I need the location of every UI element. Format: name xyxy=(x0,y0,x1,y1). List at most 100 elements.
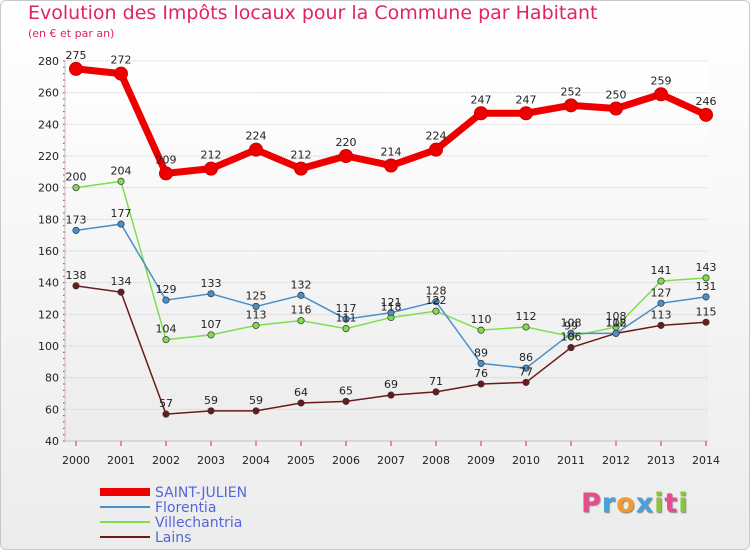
data-point xyxy=(567,329,575,337)
data-label: 133 xyxy=(201,277,222,290)
data-label: 59 xyxy=(204,394,218,407)
data-label: 108 xyxy=(606,316,627,329)
data-label: 272 xyxy=(111,54,132,67)
x-tick-label: 2002 xyxy=(152,454,180,467)
chart-subtitle: (en € et par an) xyxy=(28,27,115,40)
data-label: 259 xyxy=(651,74,672,87)
data-point xyxy=(117,288,125,296)
data-label: 117 xyxy=(336,302,357,315)
data-point xyxy=(522,378,530,386)
data-label: 252 xyxy=(561,85,582,98)
data-point xyxy=(432,298,440,306)
data-point xyxy=(612,329,620,337)
logo-letter: i xyxy=(654,488,665,519)
x-tick-label: 2003 xyxy=(197,454,225,467)
data-point xyxy=(297,317,305,325)
data-point xyxy=(609,101,623,116)
data-point xyxy=(702,293,710,301)
data-label: 112 xyxy=(606,316,627,329)
data-point xyxy=(522,364,530,372)
data-point xyxy=(159,166,173,181)
data-point xyxy=(384,158,398,173)
x-tick-label: 2007 xyxy=(377,454,405,467)
data-point xyxy=(252,407,260,415)
data-point xyxy=(207,290,215,298)
data-label: 64 xyxy=(294,386,308,399)
data-point xyxy=(564,98,578,113)
data-label: 113 xyxy=(651,308,672,321)
y-tick-label: 280 xyxy=(38,55,59,68)
data-label: 173 xyxy=(66,213,87,226)
data-point xyxy=(162,336,170,344)
data-label: 132 xyxy=(291,278,312,291)
data-label: 106 xyxy=(561,331,582,344)
proxiti-logo: Proxiti xyxy=(581,488,689,519)
data-label: 247 xyxy=(516,93,537,106)
data-point xyxy=(477,380,485,388)
data-label: 116 xyxy=(291,304,312,317)
data-label: 209 xyxy=(156,153,177,166)
data-point xyxy=(162,410,170,418)
data-label: 224 xyxy=(426,130,447,143)
data-label: 200 xyxy=(66,171,87,184)
data-label: 76 xyxy=(474,367,488,380)
y-tick-label: 260 xyxy=(38,87,59,100)
data-point xyxy=(477,359,485,367)
data-point xyxy=(297,291,305,299)
data-point xyxy=(72,226,80,234)
data-point xyxy=(567,344,575,352)
x-tick-label: 2009 xyxy=(467,454,495,467)
data-label: 212 xyxy=(291,149,312,162)
data-label: 57 xyxy=(159,397,173,410)
data-point xyxy=(207,331,215,339)
logo-letter: x xyxy=(635,488,655,519)
data-point xyxy=(72,282,80,290)
data-label: 204 xyxy=(111,164,132,177)
logo-letter: i xyxy=(678,488,689,519)
y-tick-label: 140 xyxy=(38,277,59,290)
y-tick-label: 180 xyxy=(38,213,59,226)
x-tick-label: 2008 xyxy=(422,454,450,467)
data-point xyxy=(432,388,440,396)
x-tick-label: 2001 xyxy=(107,454,135,467)
legend-label: Villechantria xyxy=(155,515,242,531)
data-label: 104 xyxy=(156,323,177,336)
data-label: 129 xyxy=(156,283,177,296)
data-label: 141 xyxy=(651,264,672,277)
data-point xyxy=(657,299,665,307)
data-point xyxy=(654,87,668,102)
data-point xyxy=(342,325,350,333)
data-point xyxy=(474,106,488,121)
data-point xyxy=(477,326,485,334)
data-label: 122 xyxy=(426,294,447,307)
logo-letter: r xyxy=(601,488,617,519)
data-point xyxy=(117,177,125,185)
x-tick-label: 2004 xyxy=(242,454,270,467)
data-label: 212 xyxy=(201,149,222,162)
data-label: 111 xyxy=(336,312,357,325)
data-point xyxy=(657,277,665,285)
data-label: 134 xyxy=(111,275,132,288)
legend-label: SAINT-JULIEN xyxy=(155,485,247,501)
data-label: 250 xyxy=(606,89,627,102)
chart-title: Evolution des Impôts locaux pour la Comm… xyxy=(28,2,598,24)
y-tick-label: 40 xyxy=(45,435,59,448)
data-label: 71 xyxy=(429,375,443,388)
data-label: 110 xyxy=(471,313,492,326)
x-tick-label: 2000 xyxy=(62,454,90,467)
data-point xyxy=(522,323,530,331)
data-label: 121 xyxy=(381,296,402,309)
data-point xyxy=(204,161,218,176)
x-tick-label: 2014 xyxy=(692,454,720,467)
data-label: 138 xyxy=(66,269,87,282)
data-point xyxy=(657,321,665,329)
data-label: 69 xyxy=(384,378,398,391)
x-tick-label: 2010 xyxy=(512,454,540,467)
data-label: 89 xyxy=(474,346,488,359)
data-label: 107 xyxy=(201,318,222,331)
y-tick-label: 240 xyxy=(38,118,59,131)
data-label: 108 xyxy=(606,310,627,323)
y-tick-label: 120 xyxy=(38,308,59,321)
y-tick-label: 200 xyxy=(38,182,59,195)
